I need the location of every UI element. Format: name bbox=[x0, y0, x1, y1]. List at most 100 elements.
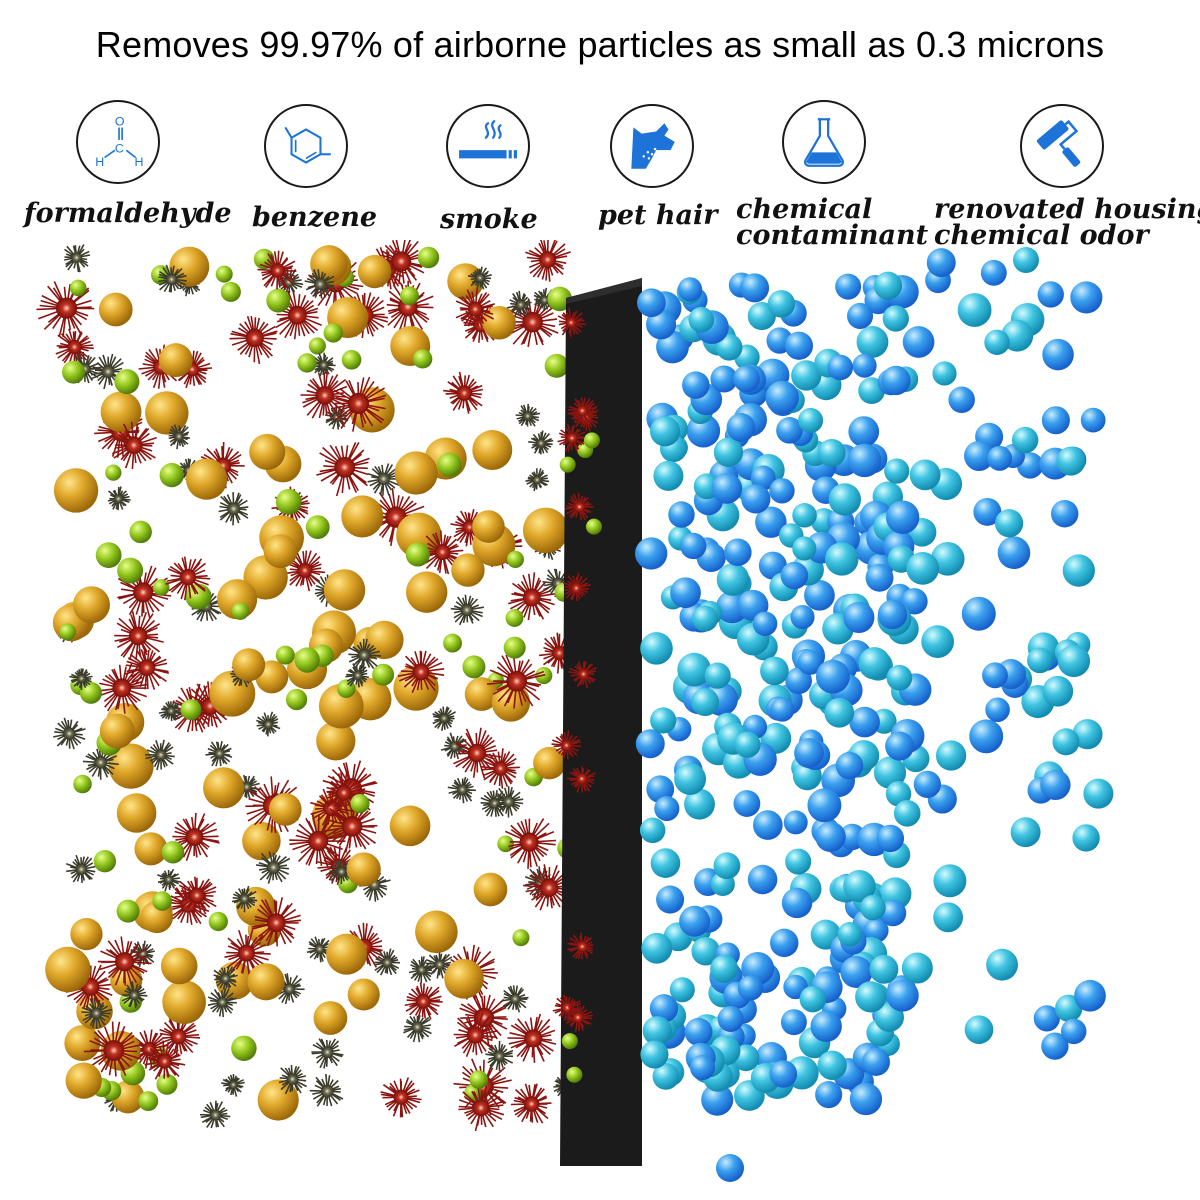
pollutant-particle bbox=[36, 281, 95, 337]
pollutant-particle bbox=[180, 699, 202, 721]
clean-air-particle bbox=[1027, 647, 1053, 674]
pollutant-particle bbox=[145, 391, 189, 435]
pollutant-particle bbox=[437, 452, 462, 477]
clean-air-particle bbox=[1072, 719, 1103, 750]
pollutant-particle bbox=[79, 681, 102, 704]
pollutant-particle bbox=[455, 288, 496, 331]
clean-air-particle bbox=[876, 824, 905, 853]
pollutant-particle bbox=[138, 1091, 159, 1112]
clean-air-particle bbox=[969, 719, 1004, 754]
clean-air-particle bbox=[885, 731, 915, 761]
clean-air-particle bbox=[1057, 644, 1091, 678]
formaldehyde-icon: O C H H bbox=[76, 100, 160, 184]
pollutant-particle bbox=[266, 288, 291, 313]
pollutant-particle bbox=[114, 369, 140, 395]
clean-air-particle bbox=[755, 506, 787, 538]
smoke-icon bbox=[446, 104, 530, 188]
pollutant-particle bbox=[487, 654, 546, 709]
clean-air-particle bbox=[1072, 824, 1100, 852]
pollutant-particle bbox=[523, 864, 574, 911]
pollutant-particle bbox=[341, 349, 362, 370]
clean-air-particle bbox=[713, 852, 741, 880]
clean-air-particle bbox=[835, 751, 864, 780]
pollutant-particle bbox=[515, 403, 541, 427]
clean-air-particle bbox=[933, 902, 964, 933]
trapped-particle bbox=[583, 432, 600, 449]
clean-air-particle bbox=[997, 536, 1031, 570]
pollutant-particle bbox=[312, 352, 336, 377]
pollutant-particle bbox=[341, 495, 384, 538]
clean-air-particle bbox=[1010, 817, 1041, 848]
pollutant-particle bbox=[380, 1077, 422, 1118]
clean-air-particle bbox=[653, 460, 684, 491]
pollutant-particle bbox=[447, 776, 476, 804]
clean-air-particle bbox=[807, 788, 842, 823]
clean-air-particle bbox=[733, 790, 761, 817]
pollutant-particle bbox=[289, 812, 346, 868]
clean-air-particle bbox=[980, 259, 1007, 286]
clean-air-particle bbox=[852, 353, 877, 378]
clean-air-particle bbox=[902, 326, 935, 358]
pollutant-particle bbox=[215, 265, 233, 283]
clean-air-particle bbox=[769, 478, 795, 504]
clean-air-particle bbox=[689, 1054, 716, 1081]
pollutant-particle bbox=[450, 594, 485, 626]
clean-air-particles bbox=[635, 247, 1114, 1182]
pollutant-particle bbox=[64, 244, 91, 273]
pollutant-particle bbox=[158, 700, 183, 722]
benzene-label: benzene bbox=[252, 202, 378, 233]
pollutant-particle bbox=[208, 911, 228, 932]
pollutant-particle bbox=[231, 602, 249, 620]
pollutant-particle bbox=[506, 290, 532, 318]
pollutant-particle bbox=[506, 550, 524, 569]
clean-air-particle bbox=[930, 542, 965, 576]
pollutant-particle bbox=[124, 649, 169, 690]
pollutant-particle bbox=[425, 950, 453, 979]
clean-air-particle bbox=[933, 864, 967, 898]
pollutant-particle bbox=[257, 1079, 299, 1121]
pollutant-particle bbox=[90, 353, 126, 390]
pollutant-particle bbox=[507, 1013, 557, 1063]
clean-air-particle bbox=[769, 1060, 798, 1088]
clean-air-particle bbox=[752, 810, 783, 840]
clean-air-particle bbox=[691, 605, 719, 632]
clean-air-particle bbox=[704, 662, 731, 689]
pollutant-particle bbox=[451, 553, 485, 587]
trapped-particle bbox=[561, 1033, 578, 1050]
clean-air-particle bbox=[688, 306, 715, 333]
pollutant-particle bbox=[472, 510, 505, 543]
pollutant-particle bbox=[231, 1035, 257, 1062]
clean-air-particle bbox=[784, 331, 814, 360]
clean-air-particle bbox=[886, 979, 919, 1012]
pollutant-particle bbox=[420, 530, 464, 575]
pollutant-particle bbox=[134, 832, 168, 866]
renovated-housing-label-line1: renovated housing bbox=[934, 194, 1200, 225]
clean-air-particle bbox=[716, 563, 750, 596]
clean-air-particle bbox=[864, 918, 889, 943]
pollutant-particle bbox=[469, 1070, 489, 1089]
pollutant-particle bbox=[510, 1083, 552, 1124]
pollutant-particle bbox=[161, 840, 185, 864]
pollutant-particle bbox=[367, 463, 400, 496]
renovated-housing-label-line2: chemical odor bbox=[934, 220, 1149, 251]
pollutant-particle bbox=[347, 978, 380, 1011]
pollutant-particle bbox=[405, 542, 430, 567]
clean-air-particle bbox=[882, 305, 909, 332]
pollutant-particle bbox=[111, 421, 157, 469]
pollutant-particle bbox=[256, 711, 281, 737]
pollutant-particle bbox=[408, 956, 433, 984]
clean-air-particle bbox=[799, 985, 827, 1013]
clean-air-particle bbox=[1080, 407, 1106, 433]
clean-air-particle bbox=[932, 361, 957, 386]
pollutant-particle bbox=[99, 713, 135, 749]
pollutant-particle bbox=[255, 851, 291, 884]
chemical-contaminant-label-line2: contaminant bbox=[736, 220, 929, 251]
clean-air-particle bbox=[828, 483, 861, 516]
pollutant-particle bbox=[346, 852, 381, 887]
clean-air-particle bbox=[901, 952, 933, 984]
trapped-particle bbox=[557, 307, 587, 338]
pollutant-particle bbox=[357, 254, 392, 289]
trapped-particle bbox=[568, 660, 597, 689]
pollutant-particle bbox=[93, 850, 117, 873]
clean-air-particle bbox=[873, 756, 907, 789]
